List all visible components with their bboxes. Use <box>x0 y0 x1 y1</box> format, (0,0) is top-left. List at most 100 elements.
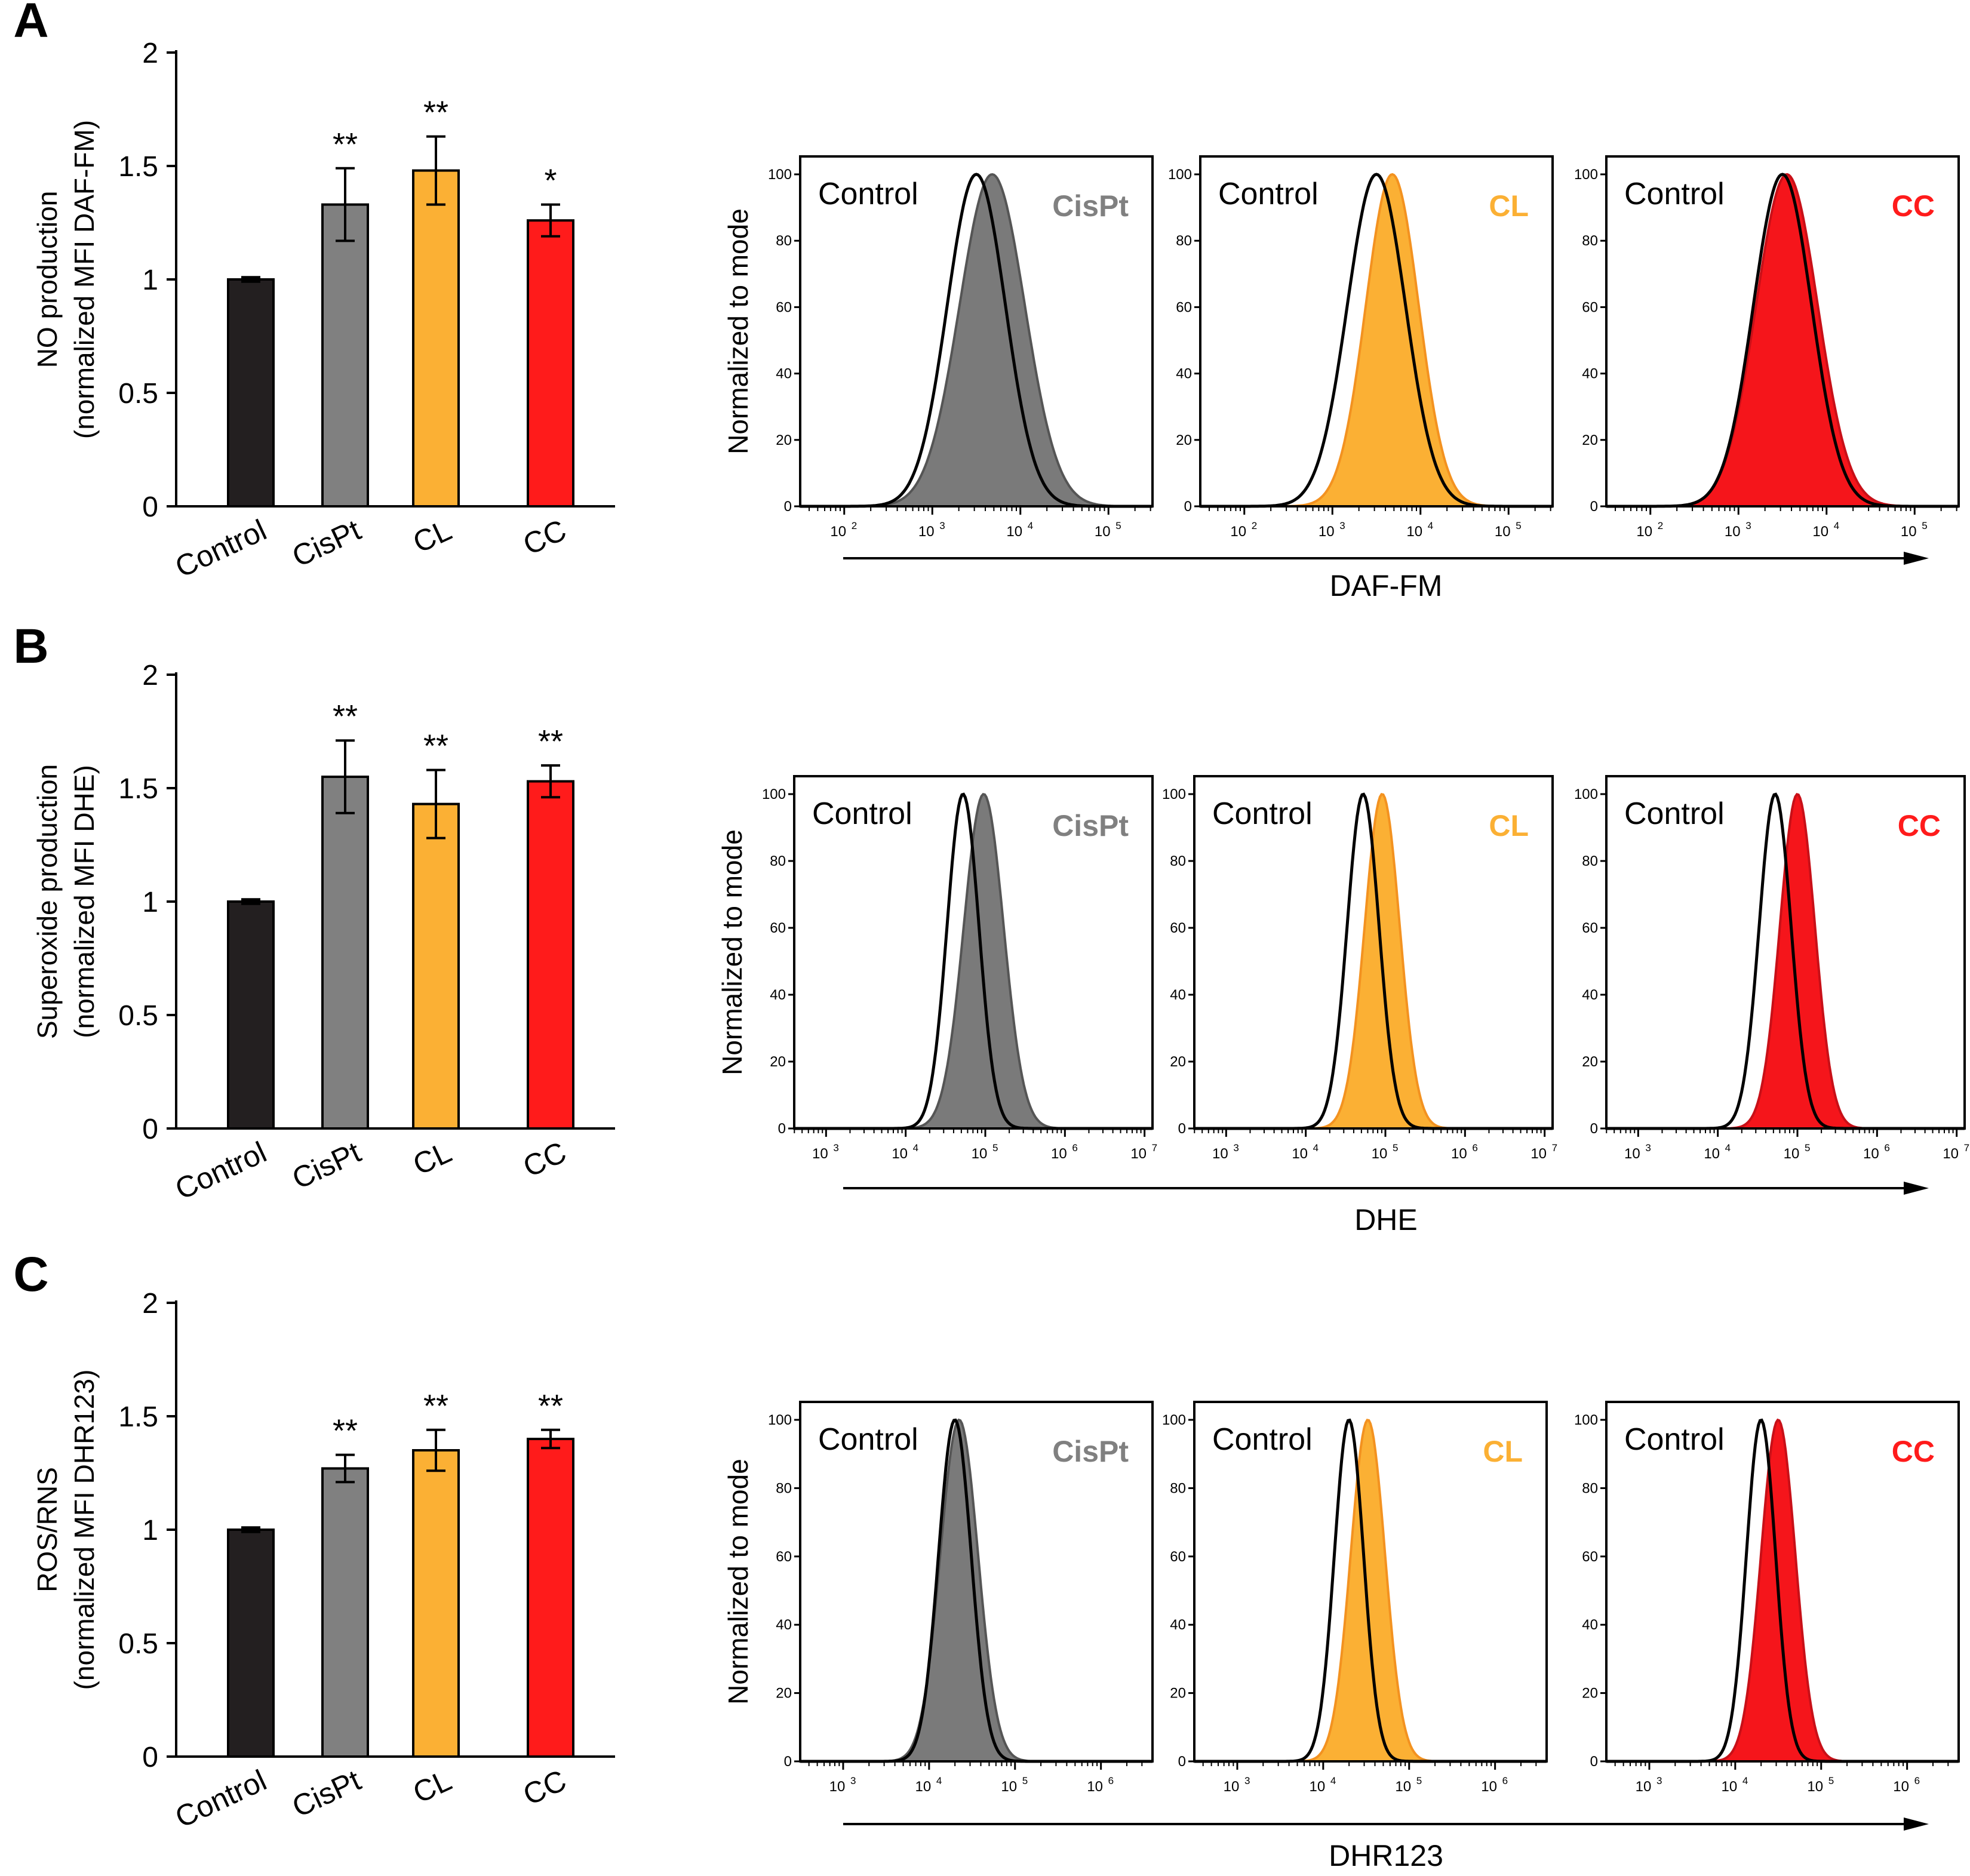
y-tick-label: 100 <box>1168 167 1192 183</box>
x-axis-label: DAF-FM <box>1330 569 1443 602</box>
x-category-label-cl: CL <box>408 513 457 559</box>
control-label: Control <box>1624 177 1725 211</box>
histogram-frame <box>1199 155 1554 508</box>
x-axis-label: DHE <box>1354 1203 1418 1237</box>
treatment-label-cispt: CisPt <box>1052 1435 1129 1468</box>
y-tick-label: 0 <box>1178 1754 1186 1770</box>
x-tick-exponent: 4 <box>1028 520 1033 531</box>
histogram-cl: 0 20 40 60 80 100 10 2 10 3 10 4 10 5 Control CL <box>1168 155 1554 540</box>
y-tick-label: 40 <box>776 1617 792 1633</box>
control-label: Control <box>1212 1422 1313 1457</box>
x-tick-exponent: 3 <box>939 520 945 531</box>
control-label: Control <box>1212 796 1313 831</box>
x-axis-arrowhead <box>1904 1182 1929 1195</box>
x-category-label-cispt: CisPt <box>287 513 366 573</box>
x-tick-label: 10 <box>1006 524 1022 540</box>
y-tick-label: 80 <box>770 853 786 869</box>
y-tick-label: 60 <box>776 1549 792 1565</box>
x-tick-label: 10 <box>918 524 935 540</box>
x-tick-exponent: 5 <box>1416 1775 1422 1786</box>
y-tick-label: 1.5 <box>118 773 158 805</box>
treatment-label-cispt: CisPt <box>1052 809 1129 842</box>
y-tick-label: 80 <box>1582 853 1598 869</box>
x-tick-label: 10 <box>1310 1779 1326 1795</box>
x-tick-exponent: 4 <box>913 1142 918 1154</box>
bar-chart-b: 0 0.5 1 1.5 2 Superoxide production (normalize… <box>32 660 615 1206</box>
control-label: Control <box>818 1422 918 1457</box>
y-tick-label: 100 <box>1162 786 1186 802</box>
y-tick-label: 100 <box>1574 167 1598 183</box>
x-axis-arrowhead <box>1904 552 1929 565</box>
y-tick-label: 20 <box>1582 1686 1598 1702</box>
x-tick-label: 10 <box>1722 1779 1738 1795</box>
y-tick-label: 40 <box>770 987 786 1003</box>
x-tick-label: 10 <box>1725 524 1741 540</box>
x-tick-exponent: 6 <box>1072 1142 1077 1154</box>
bar-control <box>227 1529 275 1758</box>
significance-marker: ** <box>333 127 358 162</box>
x-category-label-cc: CC <box>518 1135 571 1183</box>
x-tick-exponent: 5 <box>1516 520 1521 531</box>
x-tick-exponent: 3 <box>1645 1142 1651 1154</box>
y-tick-label: 60 <box>770 920 786 936</box>
significance-marker: ** <box>333 1413 358 1449</box>
x-tick-exponent: 7 <box>1552 1142 1557 1154</box>
histogram-frame <box>799 1401 1154 1763</box>
x-tick-exponent: 5 <box>1828 1775 1834 1786</box>
y-tick-label: 0.5 <box>118 1628 158 1660</box>
x-tick-exponent: 7 <box>1152 1142 1157 1154</box>
x-tick-label: 10 <box>1319 524 1335 540</box>
x-tick-exponent: 3 <box>1244 1775 1250 1786</box>
x-tick-label: 10 <box>1451 1146 1467 1162</box>
x-tick-label: 10 <box>1481 1779 1497 1795</box>
y-axis-label: Normalized to mode <box>723 1459 754 1705</box>
control-label: Control <box>1624 796 1725 831</box>
histogram-frame <box>799 155 1154 508</box>
y-tick-label: 60 <box>1582 299 1598 315</box>
y-tick-label: 80 <box>1176 233 1192 249</box>
x-tick-label: 10 <box>915 1779 932 1795</box>
x-tick-exponent: 5 <box>1805 1142 1810 1154</box>
significance-marker: ** <box>423 728 448 764</box>
y-tick-label: 40 <box>1582 987 1598 1003</box>
y-tick-label: 20 <box>1582 432 1598 448</box>
x-tick-exponent: 4 <box>936 1775 942 1786</box>
bar-cispt <box>321 203 369 508</box>
x-category-label-cc: CC <box>518 1763 571 1812</box>
y-tick-label: 40 <box>1176 366 1192 382</box>
x-category-label-cl: CL <box>408 1763 457 1810</box>
y-tick-label: 60 <box>1582 1549 1598 1565</box>
x-tick-label: 10 <box>892 1146 908 1162</box>
x-tick-label: 10 <box>1901 524 1917 540</box>
y-tick-label: 80 <box>1582 233 1598 249</box>
bar-chart-a: 0 0.5 1 1.5 2 NO production (normalized MFI DA… <box>32 38 615 584</box>
y-tick-label: 0 <box>1590 499 1598 515</box>
x-tick-exponent: 4 <box>1428 520 1433 531</box>
histogram-frame <box>1193 1401 1548 1763</box>
treatment-label-cl: CL <box>1489 809 1529 842</box>
x-tick-exponent: 5 <box>992 1142 998 1154</box>
y-tick-label: 40 <box>1582 1617 1598 1633</box>
significance-marker: ** <box>333 699 358 734</box>
y-axis-label-line2: (normalized MFI DAF-FM) <box>69 120 100 439</box>
x-tick-label: 10 <box>1372 1146 1388 1162</box>
x-tick-label: 10 <box>1292 1146 1308 1162</box>
control-label: Control <box>818 177 918 211</box>
x-tick-label: 10 <box>1943 1146 1959 1162</box>
x-tick-exponent: 3 <box>1745 520 1751 531</box>
y-tick-label: 60 <box>776 299 792 315</box>
y-tick-label: 0 <box>142 491 158 523</box>
treatment-histogram-cispt <box>800 173 1153 508</box>
y-tick-label: 100 <box>762 786 786 802</box>
y-tick-label: 2 <box>142 660 158 691</box>
bar-cc <box>527 219 574 508</box>
y-tick-label: 60 <box>1170 920 1186 936</box>
histogram-cispt: 0 20 40 60 80 100 10 3 10 4 10 5 10 6 10 7 Control CisPt N… <box>717 775 1157 1162</box>
x-category-label-control: Control <box>170 1763 272 1834</box>
x-tick-label: 10 <box>1095 524 1111 540</box>
y-tick-label: 40 <box>1582 366 1598 382</box>
y-tick-label: 80 <box>1582 1480 1598 1496</box>
